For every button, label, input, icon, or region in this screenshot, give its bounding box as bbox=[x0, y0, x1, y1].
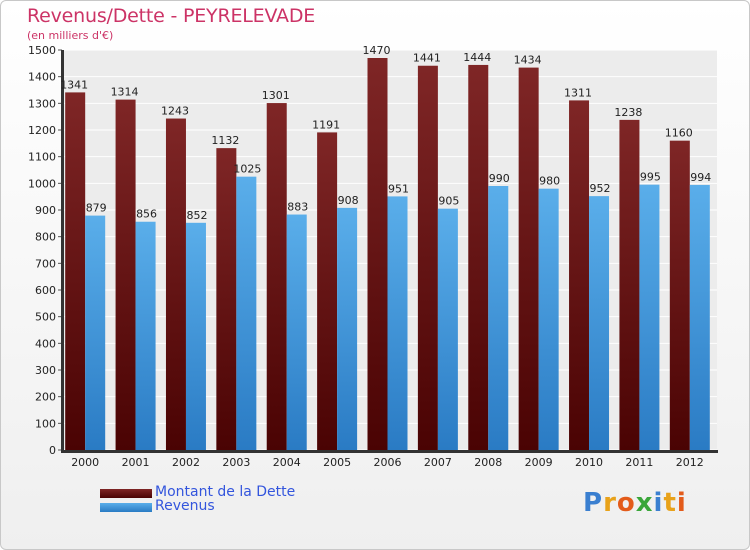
revenue-bar-label: 951 bbox=[388, 182, 409, 195]
logo-letter: i bbox=[676, 488, 687, 518]
debt-bar-label: 1441 bbox=[413, 52, 441, 65]
logo-letter: t bbox=[663, 488, 677, 518]
revenue-bar-label: 980 bbox=[539, 175, 560, 188]
legend-swatch-revenue bbox=[100, 503, 152, 512]
revenue-bar-label: 905 bbox=[438, 195, 459, 208]
debt-bar-label: 1160 bbox=[665, 127, 693, 140]
debt-bar-label: 1238 bbox=[614, 106, 642, 119]
y-tick-label: 1100 bbox=[28, 151, 56, 164]
y-tick-label: 200 bbox=[35, 391, 56, 404]
y-tick-label: 100 bbox=[35, 417, 56, 430]
revenue-bar-label: 990 bbox=[489, 172, 510, 185]
debt-bar bbox=[669, 140, 690, 450]
revenue-bar bbox=[639, 184, 660, 450]
debt-bar-label: 1243 bbox=[161, 105, 189, 118]
x-tick-label: 2008 bbox=[474, 456, 502, 469]
legend-swatch-debt bbox=[100, 489, 152, 498]
x-tick-label: 2002 bbox=[172, 456, 200, 469]
x-tick-label: 2010 bbox=[575, 456, 603, 469]
y-tick-label: 0 bbox=[49, 444, 56, 457]
debt-bar-label: 1470 bbox=[363, 44, 391, 57]
logo-letter: i bbox=[653, 488, 664, 518]
revenue-bar bbox=[437, 208, 458, 450]
debt-bar-label: 1434 bbox=[514, 54, 542, 67]
debt-bar bbox=[367, 58, 388, 450]
x-tick-label: 2009 bbox=[525, 456, 553, 469]
revenue-bar bbox=[185, 222, 206, 450]
x-tick-label: 2006 bbox=[374, 456, 402, 469]
logo-letter: r bbox=[603, 488, 617, 518]
revenue-bar bbox=[538, 188, 559, 450]
revenue-bar bbox=[689, 184, 710, 450]
logo-letter: x bbox=[635, 488, 654, 518]
debt-bar-label: 1301 bbox=[262, 89, 290, 102]
revenue-bar-label: 908 bbox=[338, 194, 359, 207]
x-tick-label: 2004 bbox=[273, 456, 301, 469]
debt-bar bbox=[417, 65, 438, 450]
legend-label-debt: Montant de la Dette bbox=[155, 484, 296, 500]
x-tick-label: 2011 bbox=[625, 456, 653, 469]
y-tick-label: 500 bbox=[35, 311, 56, 324]
legend-label-revenue: Revenus bbox=[155, 498, 215, 514]
debt-bar bbox=[468, 64, 489, 450]
debt-bar bbox=[115, 99, 136, 450]
debt-bar-label: 1341 bbox=[60, 78, 88, 91]
y-tick-label: 300 bbox=[35, 364, 56, 377]
debt-bar bbox=[317, 132, 338, 450]
x-tick-label: 2007 bbox=[424, 456, 452, 469]
debt-bar-label: 1444 bbox=[463, 51, 491, 64]
revenue-bar bbox=[236, 176, 257, 450]
y-tick-label: 1400 bbox=[28, 71, 56, 84]
x-tick-label: 2003 bbox=[222, 456, 250, 469]
revenue-bar-label: 994 bbox=[690, 171, 711, 184]
x-axis bbox=[61, 450, 718, 453]
y-tick-label: 1500 bbox=[28, 44, 56, 57]
debt-bar-label: 1314 bbox=[111, 86, 139, 99]
debt-bar-label: 1311 bbox=[564, 86, 592, 99]
x-tick-label: 2000 bbox=[71, 456, 99, 469]
chart-subtitle: (en milliers d'€) bbox=[27, 29, 114, 42]
debt-bar bbox=[266, 103, 287, 451]
revenue-bar bbox=[286, 214, 307, 450]
revenue-bar bbox=[85, 215, 106, 450]
debt-bar bbox=[569, 100, 590, 451]
revenue-bar-label: 879 bbox=[86, 202, 107, 215]
y-tick-label: 1000 bbox=[28, 177, 56, 190]
revenue-bar-label: 852 bbox=[186, 209, 207, 222]
revenue-bar-label: 1025 bbox=[233, 163, 261, 176]
y-tick-label: 1300 bbox=[28, 97, 56, 110]
revenue-bar bbox=[589, 196, 610, 450]
revenue-bar-label: 952 bbox=[590, 182, 611, 195]
revenue-bar bbox=[387, 196, 408, 450]
debt-bar bbox=[216, 148, 237, 450]
debt-bar bbox=[165, 118, 186, 451]
debt-bar-label: 1132 bbox=[211, 134, 239, 147]
y-tick-label: 600 bbox=[35, 284, 56, 297]
y-tick-label: 700 bbox=[35, 257, 56, 270]
revenue-bar-label: 883 bbox=[287, 201, 308, 214]
y-tick-label: 900 bbox=[35, 204, 56, 217]
revenue-bar bbox=[488, 186, 509, 450]
debt-bar bbox=[518, 67, 539, 450]
proxiti-logo: Proxiti bbox=[583, 488, 687, 518]
revenue-bar-label: 856 bbox=[136, 208, 157, 221]
logo-letter: P bbox=[583, 488, 604, 518]
x-tick-label: 2005 bbox=[323, 456, 351, 469]
y-axis bbox=[61, 50, 64, 450]
debt-bar bbox=[619, 119, 640, 450]
revenue-bar-label: 995 bbox=[640, 171, 661, 184]
chart-title: Revenus/Dette - PEYRELEVADE bbox=[27, 5, 316, 27]
revenue-bar bbox=[337, 207, 358, 450]
y-tick-label: 1200 bbox=[28, 124, 56, 137]
revenue-bar bbox=[135, 221, 156, 450]
logo-letter: o bbox=[616, 488, 636, 518]
x-tick-label: 2001 bbox=[122, 456, 150, 469]
x-tick-label: 2012 bbox=[676, 456, 704, 469]
debt-bar bbox=[65, 92, 86, 451]
debt-bar-label: 1191 bbox=[312, 118, 340, 131]
y-tick-label: 800 bbox=[35, 231, 56, 244]
y-tick-label: 400 bbox=[35, 337, 56, 350]
